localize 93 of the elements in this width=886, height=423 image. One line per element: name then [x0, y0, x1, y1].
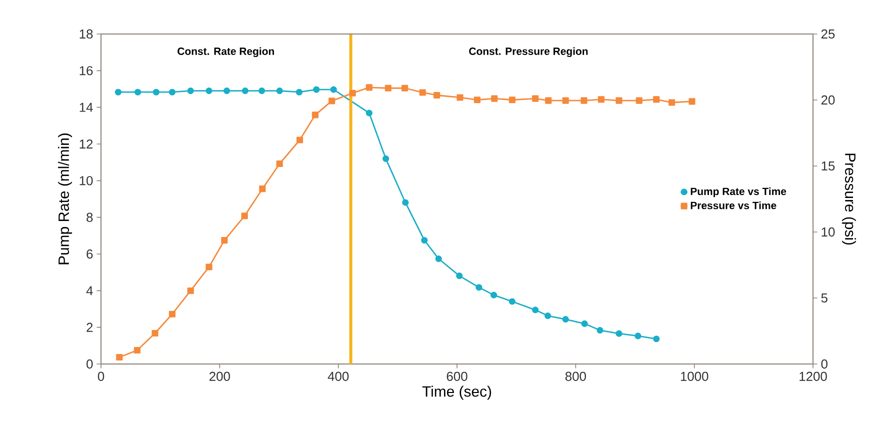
point	[474, 96, 480, 104]
point	[545, 97, 552, 104]
point	[242, 88, 248, 94]
point	[221, 237, 228, 244]
point	[419, 89, 426, 96]
point	[328, 98, 336, 104]
point	[616, 330, 622, 337]
point	[366, 110, 372, 116]
x-tick-label: 600	[446, 372, 468, 381]
point	[384, 84, 392, 92]
point	[313, 86, 320, 93]
x-tick-label: 200	[210, 372, 230, 381]
point	[276, 88, 283, 94]
point	[349, 90, 356, 96]
point	[634, 332, 642, 340]
point	[296, 88, 302, 96]
point	[532, 306, 539, 314]
point	[312, 112, 318, 118]
y2-tick-label: 25	[821, 29, 835, 39]
point	[476, 284, 482, 291]
point	[508, 96, 516, 104]
point	[490, 292, 498, 298]
point	[187, 287, 194, 294]
point	[152, 330, 158, 337]
y-axis-title: Pump Rate (ml/min)	[58, 134, 72, 264]
y2-tick-label: 20	[821, 95, 835, 105]
point	[168, 310, 176, 318]
point	[259, 186, 266, 192]
point	[402, 199, 409, 206]
point	[187, 88, 194, 94]
point	[688, 98, 696, 105]
y-tick-label: 8	[86, 212, 93, 222]
point	[434, 92, 440, 99]
point	[116, 354, 123, 361]
point	[581, 320, 588, 327]
point	[508, 298, 516, 305]
point	[421, 236, 428, 244]
y2-tick-label: 15	[822, 161, 835, 171]
point	[532, 95, 539, 102]
point	[562, 316, 569, 323]
point	[544, 312, 552, 320]
x-tick-label: 1200	[800, 372, 827, 381]
point	[456, 272, 463, 280]
point	[491, 95, 498, 102]
y-tick-label: 4	[86, 286, 93, 296]
y2-tick-label: 5	[821, 293, 828, 303]
point	[134, 88, 142, 96]
point	[152, 88, 160, 96]
point	[596, 326, 604, 334]
point	[296, 136, 304, 144]
y-tick-label: 2	[86, 322, 93, 332]
point	[402, 84, 408, 92]
point	[168, 88, 176, 96]
point	[562, 97, 569, 104]
point	[366, 84, 372, 91]
point	[330, 86, 337, 93]
y-tick-label: 10	[80, 176, 93, 186]
x-axis-title: Time (sec)	[422, 386, 492, 400]
point	[653, 96, 660, 103]
x-tick-label: 0	[98, 372, 104, 381]
y-tick-label: 6	[86, 249, 93, 259]
point	[382, 155, 390, 162]
legend-label: Pressure vs Time	[690, 201, 776, 210]
point	[114, 88, 122, 96]
point	[134, 346, 140, 354]
y-tick-label: 14	[80, 102, 93, 112]
point	[668, 99, 676, 106]
y-tick-label: 12	[80, 139, 93, 149]
annotation: Const. Rate Region	[178, 47, 274, 58]
point	[456, 94, 464, 101]
point	[224, 88, 230, 94]
point	[636, 97, 642, 104]
y-tick-label: 16	[80, 66, 93, 76]
x-tick-label: 1000	[680, 372, 708, 381]
x-tick-label: 400	[328, 372, 349, 381]
y2-tick-label: 0	[821, 359, 828, 369]
point	[241, 212, 248, 220]
y2-tick-label: 10	[822, 227, 835, 237]
point	[276, 160, 283, 168]
y2-axis-title: Pressure (psi)	[842, 154, 856, 245]
y-tick-label: 0	[86, 359, 93, 369]
y-tick-label: 18	[80, 29, 93, 39]
legend-label: Pump Rate vs Time	[690, 187, 786, 198]
point	[616, 97, 622, 104]
point	[580, 97, 588, 104]
annotation: Const. Pressure Region	[469, 47, 588, 58]
point	[206, 88, 212, 94]
point	[653, 336, 660, 342]
point	[258, 88, 266, 94]
point	[598, 96, 604, 103]
x-tick-label: 800	[565, 372, 586, 381]
point	[435, 255, 442, 262]
point	[206, 264, 212, 270]
